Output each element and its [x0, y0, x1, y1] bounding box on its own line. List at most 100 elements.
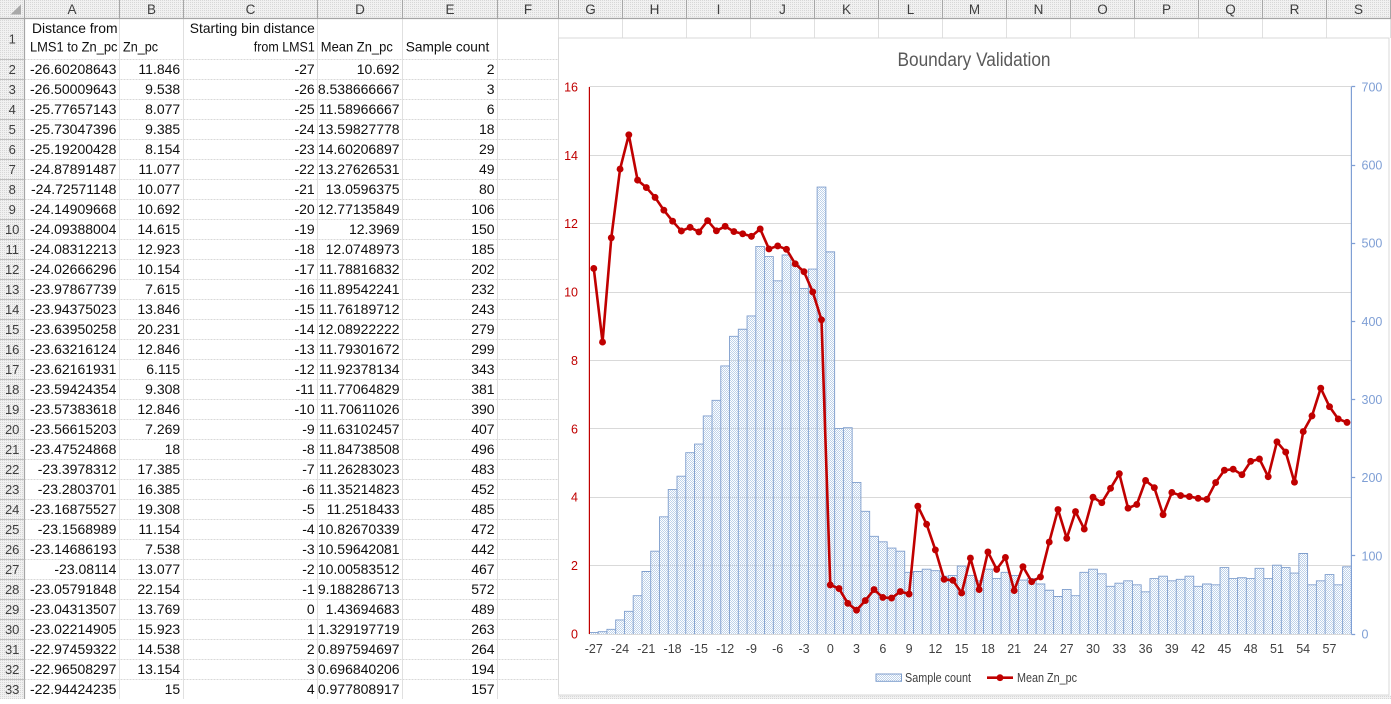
svg-text:-18: -18: [294, 241, 314, 257]
svg-text:57: 57: [1323, 642, 1337, 656]
svg-text:54: 54: [1296, 642, 1310, 656]
svg-text:19: 19: [5, 402, 19, 417]
svg-text:12: 12: [564, 217, 578, 231]
svg-text:15: 15: [955, 642, 969, 656]
svg-text:381: 381: [471, 381, 495, 397]
svg-text:G: G: [585, 2, 596, 17]
svg-text:-15: -15: [690, 642, 708, 656]
svg-text:-22: -22: [294, 161, 314, 177]
svg-text:-24.72571148: -24.72571148: [31, 181, 117, 197]
svg-text:-23.62161931: -23.62161931: [30, 361, 117, 377]
svg-text:30: 30: [5, 622, 19, 637]
svg-text:22.154: 22.154: [137, 581, 180, 597]
svg-text:-11: -11: [295, 381, 314, 397]
svg-text:45: 45: [1217, 642, 1231, 656]
svg-text:R: R: [1290, 2, 1300, 17]
svg-text:-23.05791848: -23.05791848: [30, 581, 117, 597]
svg-text:9: 9: [906, 642, 913, 656]
svg-text:0.696840206: 0.696840206: [318, 661, 400, 677]
svg-text:49: 49: [479, 161, 495, 177]
svg-text:-1: -1: [302, 581, 315, 597]
svg-text:-24.02666296: -24.02666296: [30, 261, 117, 277]
svg-text:496: 496: [471, 441, 495, 457]
svg-text:11.35214823: 11.35214823: [319, 481, 400, 497]
svg-text:18: 18: [479, 121, 495, 137]
svg-text:3: 3: [853, 642, 860, 656]
svg-text:15.923: 15.923: [137, 621, 180, 637]
svg-text:13.59827778: 13.59827778: [318, 121, 400, 137]
svg-text:-3: -3: [302, 541, 315, 557]
svg-text:16: 16: [564, 80, 578, 94]
svg-text:9.308: 9.308: [145, 381, 180, 397]
svg-text:3: 3: [487, 81, 495, 97]
svg-text:11.76189712: 11.76189712: [319, 301, 400, 317]
svg-text:390: 390: [471, 401, 495, 417]
svg-text:2: 2: [307, 641, 315, 657]
svg-text:6: 6: [571, 422, 578, 436]
svg-text:29: 29: [479, 141, 495, 157]
svg-text:-23.94375023: -23.94375023: [30, 301, 117, 317]
svg-text:-24.09388004: -24.09388004: [30, 221, 117, 237]
svg-text:19.308: 19.308: [137, 501, 180, 517]
svg-text:-23.08114: -23.08114: [54, 561, 116, 577]
svg-text:24: 24: [1034, 642, 1048, 656]
svg-text:2: 2: [9, 62, 16, 77]
svg-text:16: 16: [5, 342, 19, 357]
svg-text:10.692: 10.692: [137, 201, 180, 217]
svg-text:3: 3: [9, 82, 16, 97]
svg-text:D: D: [355, 2, 365, 17]
svg-text:11.077: 11.077: [138, 161, 180, 177]
svg-text:4: 4: [571, 491, 578, 505]
svg-text:11.92378134: 11.92378134: [319, 361, 400, 377]
svg-text:9: 9: [9, 202, 16, 217]
svg-text:7.269: 7.269: [145, 421, 180, 437]
svg-text:-25.73047396: -25.73047396: [30, 121, 117, 137]
svg-text:8.154: 8.154: [145, 141, 180, 157]
svg-text:-23: -23: [294, 141, 314, 157]
svg-text:13.077: 13.077: [137, 561, 180, 577]
svg-text:485: 485: [471, 501, 495, 517]
svg-text:232: 232: [471, 281, 495, 297]
svg-text:-22.96508297: -22.96508297: [30, 661, 117, 677]
svg-text:14: 14: [564, 149, 578, 163]
svg-text:11.77064829: 11.77064829: [319, 381, 400, 397]
svg-text:-23.02214905: -23.02214905: [30, 621, 117, 637]
svg-text:E: E: [445, 2, 454, 17]
svg-text:0: 0: [827, 642, 834, 656]
svg-text:from LMS1: from LMS1: [254, 39, 315, 55]
svg-text:-23.04313507: -23.04313507: [30, 601, 117, 617]
svg-text:N: N: [1034, 2, 1044, 17]
svg-text:0.897594697: 0.897594697: [318, 641, 400, 657]
svg-text:12.923: 12.923: [137, 241, 180, 257]
svg-text:600: 600: [1362, 159, 1383, 173]
svg-text:-10: -10: [294, 401, 314, 417]
svg-text:33: 33: [5, 682, 19, 697]
svg-text:11.154: 11.154: [138, 521, 180, 537]
svg-text:29: 29: [5, 602, 19, 617]
svg-text:279: 279: [471, 321, 495, 337]
svg-text:467: 467: [471, 561, 495, 577]
svg-text:27: 27: [1060, 642, 1074, 656]
svg-text:F: F: [524, 2, 532, 17]
svg-text:12.846: 12.846: [137, 401, 180, 417]
svg-text:5: 5: [9, 122, 16, 137]
svg-text:10.59642081: 10.59642081: [318, 541, 400, 557]
svg-text:0: 0: [1362, 627, 1369, 641]
svg-text:-13: -13: [294, 341, 314, 357]
svg-text:2: 2: [571, 559, 578, 573]
svg-text:-27: -27: [294, 61, 314, 77]
svg-text:11.79301672: 11.79301672: [319, 341, 400, 357]
svg-text:J: J: [779, 2, 786, 17]
svg-text:21: 21: [1007, 642, 1021, 656]
svg-text:-26.60208643: -26.60208643: [30, 61, 117, 77]
svg-text:400: 400: [1362, 315, 1383, 329]
svg-text:-12: -12: [716, 642, 734, 656]
svg-text:-22.94424235: -22.94424235: [30, 681, 117, 697]
svg-text:-27: -27: [585, 642, 603, 656]
svg-text:-24.08312213: -24.08312213: [30, 241, 117, 257]
svg-text:11.89542241: 11.89542241: [319, 281, 400, 297]
svg-text:15: 15: [5, 322, 19, 337]
svg-text:10.00583512: 10.00583512: [318, 561, 400, 577]
svg-text:51: 51: [1270, 642, 1284, 656]
svg-text:572: 572: [471, 581, 495, 597]
